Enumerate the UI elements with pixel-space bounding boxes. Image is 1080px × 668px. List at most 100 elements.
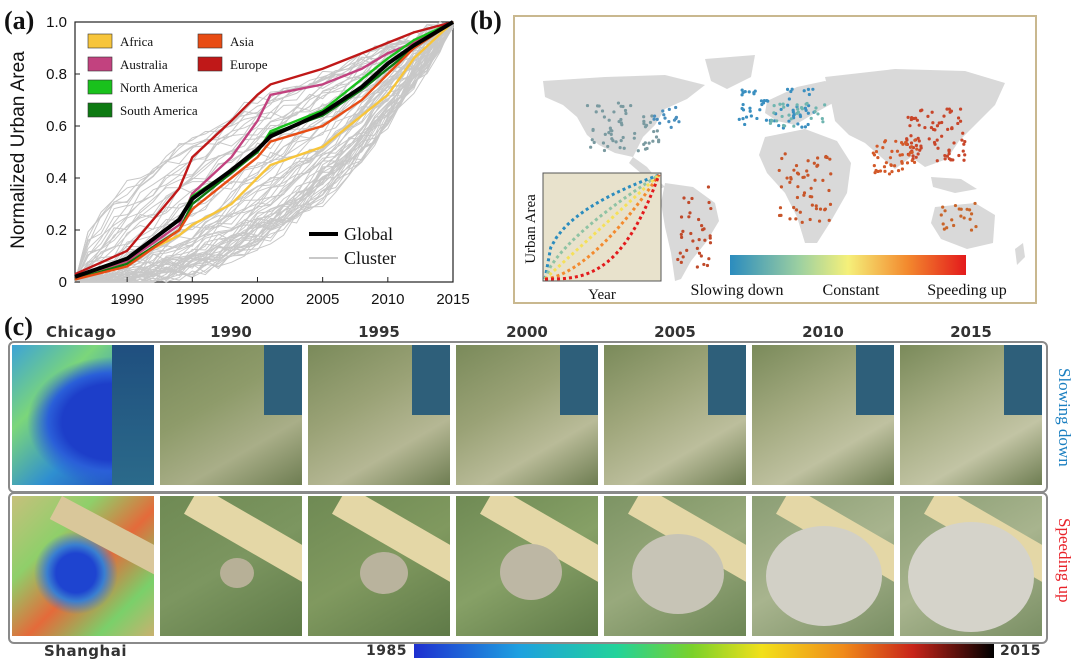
city-point	[926, 114, 930, 118]
shanghai-image-1995	[308, 496, 450, 636]
city-point	[681, 255, 685, 259]
city-point	[952, 223, 956, 228]
city-point	[621, 135, 625, 140]
city-point	[709, 206, 713, 211]
panel-b-label: (b)	[470, 6, 502, 35]
city-point	[592, 140, 596, 145]
city-point	[618, 145, 622, 150]
city-point	[810, 203, 814, 207]
cluster-line	[74, 21, 454, 283]
year-label: 2010	[802, 323, 844, 341]
city-point	[814, 204, 818, 208]
city-point	[917, 139, 921, 143]
city-point	[765, 99, 769, 103]
city-point	[591, 128, 595, 132]
city-point	[904, 140, 908, 145]
city-point	[777, 213, 782, 218]
city-point	[814, 207, 819, 211]
city-point	[817, 219, 822, 223]
cluster-line	[75, 24, 454, 283]
city-point	[687, 200, 691, 205]
city-point	[948, 110, 952, 114]
city-point	[813, 178, 817, 182]
city-point	[933, 128, 937, 132]
city-point	[607, 118, 611, 122]
city-point	[881, 146, 885, 150]
cluster-lines	[74, 21, 454, 283]
city-point	[706, 185, 711, 189]
city-point	[779, 185, 784, 189]
colorbar-end-label: 2015	[1000, 643, 1041, 659]
city-point	[772, 104, 776, 108]
city-point	[965, 207, 969, 211]
city-point	[823, 207, 828, 211]
city-point	[708, 234, 712, 238]
x-tick-label: 1990	[110, 291, 143, 308]
city-point	[909, 145, 914, 149]
city-point	[790, 87, 794, 91]
city-point	[907, 153, 911, 157]
city-point	[814, 106, 818, 110]
city-point	[910, 150, 914, 155]
city-point	[813, 110, 817, 114]
city-point	[679, 260, 683, 264]
city-point	[909, 141, 914, 145]
cluster-line	[74, 22, 454, 283]
city-point	[778, 206, 783, 210]
city-point	[815, 164, 819, 168]
city-point	[775, 119, 779, 123]
city-point	[888, 156, 893, 160]
city-point	[806, 173, 810, 177]
city-point	[655, 129, 659, 133]
city-point	[794, 208, 799, 212]
city-point	[783, 152, 787, 156]
city-point	[883, 139, 888, 143]
city-point	[752, 92, 756, 96]
city-point	[662, 113, 666, 117]
city-point	[930, 110, 934, 114]
city-point	[679, 232, 683, 237]
city-point	[748, 109, 752, 113]
city-point	[622, 146, 626, 150]
city-point	[939, 213, 943, 217]
series-line-africa	[74, 21, 454, 281]
city-point	[743, 89, 747, 94]
shanghai-image-2005	[604, 496, 746, 636]
city-point	[788, 217, 792, 221]
city-point	[680, 235, 684, 239]
urban-area-chart: Normalized Urban Area 1990 1995 2000 2005 20…	[8, 14, 470, 308]
city-point	[950, 218, 954, 222]
city-point	[950, 126, 954, 130]
y-tick-label: 0.8	[46, 66, 67, 83]
city-point	[654, 135, 659, 139]
city-point	[896, 169, 901, 173]
year-label: 2000	[506, 323, 548, 341]
city-point	[969, 212, 974, 216]
city-point	[778, 102, 782, 106]
city-point	[914, 155, 918, 159]
city-point	[619, 117, 623, 122]
city-point	[945, 154, 950, 158]
city-point	[905, 137, 909, 141]
city-point	[960, 138, 964, 142]
city-point	[616, 101, 621, 105]
series-line-global	[74, 20, 455, 279]
city-point	[779, 107, 783, 112]
city-point	[968, 217, 972, 221]
city-point	[703, 238, 707, 242]
city-point	[945, 107, 949, 111]
city-point	[943, 157, 947, 161]
city-point	[883, 169, 887, 173]
x-tick-label: 2000	[241, 291, 274, 308]
city-point	[932, 140, 937, 145]
city-point	[805, 169, 809, 173]
city-point	[816, 156, 820, 160]
legend-label: Asia	[230, 34, 254, 49]
legend-swatch	[87, 56, 113, 72]
city-point	[890, 169, 894, 174]
city-point	[642, 119, 646, 123]
city-point	[900, 167, 904, 171]
city-point	[741, 117, 745, 121]
cluster-line	[74, 26, 454, 282]
y-axis-label: Normalized Urban Area	[8, 51, 29, 249]
